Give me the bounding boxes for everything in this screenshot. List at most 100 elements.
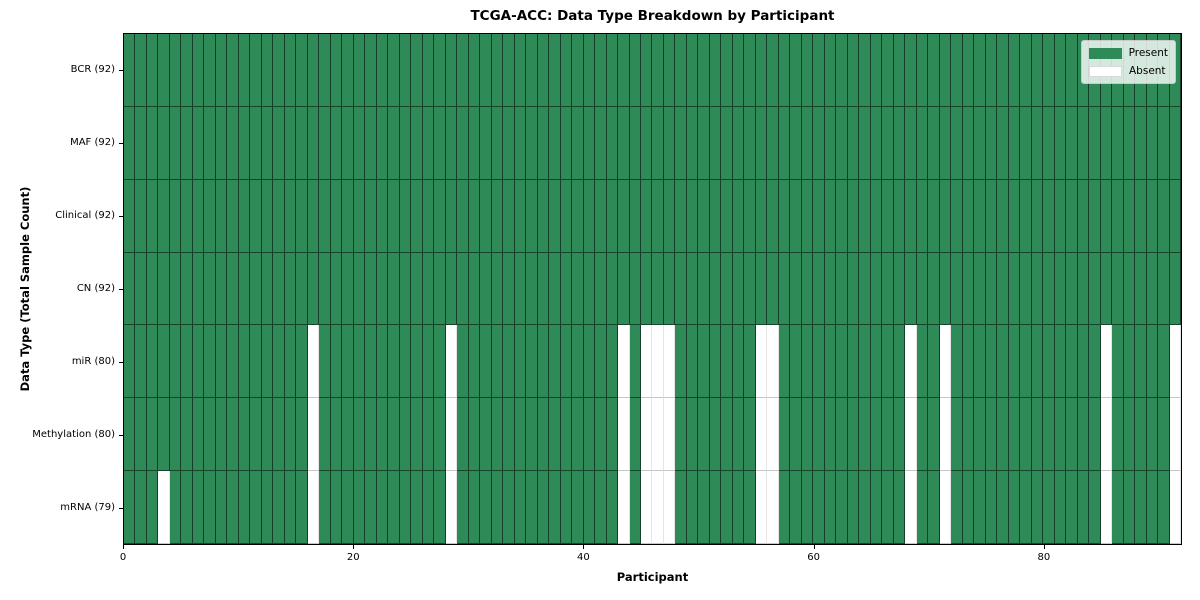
heatmap-cell: [319, 471, 331, 544]
heatmap-cell: [1112, 106, 1124, 180]
x-tick-label: 60: [807, 552, 821, 563]
heatmap-cell: [595, 34, 607, 107]
heatmap-cell: [514, 398, 527, 472]
heatmap-cell: [560, 34, 573, 107]
y-tick-mark: [119, 215, 123, 217]
heatmap-cell: [445, 325, 458, 399]
heatmap-cell: [1054, 471, 1067, 544]
heatmap-cell: [721, 398, 733, 472]
legend-item-absent: Absent: [1089, 65, 1168, 77]
heatmap-cell: [434, 106, 446, 180]
heatmap-cell: [526, 34, 538, 107]
heatmap-cell: [755, 471, 768, 544]
heatmap-cell: [928, 325, 940, 399]
heatmap-cell: [445, 179, 458, 253]
heatmap-cell: [870, 179, 883, 253]
heatmap-cell: [342, 398, 354, 472]
heatmap-cell: [457, 179, 469, 253]
heatmap-cell: [376, 34, 389, 107]
heatmap-cell: [192, 179, 205, 253]
heatmap-cell: [1043, 325, 1055, 399]
heatmap-cell: [847, 471, 860, 544]
heatmap-cell: [583, 471, 596, 544]
heatmap-cell: [215, 325, 228, 399]
heatmap-cell: [951, 34, 963, 107]
heatmap-cell: [353, 252, 366, 326]
heatmap-cell: [445, 471, 458, 544]
heatmap-cell: [1008, 34, 1021, 107]
heatmap-cell: [572, 398, 584, 472]
heatmap-cell: [1112, 252, 1124, 326]
heatmap-cell: [629, 106, 641, 180]
heatmap-cell: [491, 325, 504, 399]
heatmap-cell: [319, 106, 331, 180]
heatmap-cell: [319, 325, 331, 399]
heatmap-cell: [629, 34, 641, 107]
y-tick-mark: [119, 508, 123, 510]
heatmap-cell: [732, 34, 745, 107]
heatmap-cell: [1123, 106, 1136, 180]
heatmap-cell: [732, 252, 745, 326]
heatmap-cell: [916, 106, 929, 180]
y-tick-mark: [119, 69, 123, 71]
heatmap-cell: [169, 34, 182, 107]
heatmap-cell: [399, 106, 412, 180]
heatmap-cell: [204, 106, 216, 180]
heatmap-cell: [388, 106, 400, 180]
heatmap-cell: [537, 179, 550, 253]
heatmap-cell: [273, 398, 285, 472]
heatmap-cell: [721, 252, 733, 326]
heatmap-cell: [698, 471, 710, 544]
heatmap-cell: [813, 398, 825, 472]
heatmap-cell: [181, 398, 193, 472]
heatmap-cell: [204, 34, 216, 107]
heatmap-cell: [503, 325, 515, 399]
heatmap-cell: [422, 325, 435, 399]
heatmap-cell: [376, 325, 389, 399]
heatmap-cell: [526, 252, 538, 326]
heatmap-cell: [526, 179, 538, 253]
heatmap-cell: [307, 252, 320, 326]
heatmap-cell: [1158, 471, 1170, 544]
heatmap-cell: [1008, 471, 1021, 544]
heatmap-cell: [1020, 106, 1032, 180]
heatmap-cell: [1169, 179, 1181, 253]
heatmap-cell: [767, 106, 779, 180]
heatmap-cell: [457, 106, 469, 180]
heatmap-cell: [1135, 106, 1147, 180]
y-tick-label: MAF (92): [70, 136, 115, 148]
legend-label-absent: Absent: [1129, 65, 1166, 77]
heatmap-cell: [721, 471, 733, 544]
heatmap-cell: [273, 106, 285, 180]
heatmap-cell: [204, 398, 216, 472]
heatmap-cell: [974, 106, 986, 180]
heatmap-cell: [250, 325, 262, 399]
heatmap-cell: [928, 179, 940, 253]
heatmap-cell: [273, 471, 285, 544]
heatmap-cell: [732, 398, 745, 472]
heatmap-cell: [1158, 179, 1170, 253]
heatmap-cell: [1100, 471, 1113, 544]
heatmap-cell: [411, 398, 423, 472]
heatmap-cell: [675, 325, 687, 399]
heatmap-cell: [238, 252, 251, 326]
heatmap-cell: [675, 106, 687, 180]
heatmap-cell: [824, 106, 837, 180]
heatmap-cell: [227, 34, 239, 107]
heatmap-cell: [353, 398, 366, 472]
heatmap-cell: [319, 398, 331, 472]
heatmap-cell: [790, 252, 802, 326]
heatmap-cell: [939, 398, 952, 472]
heatmap-cell: [709, 471, 722, 544]
heatmap-cell: [813, 252, 825, 326]
heatmap-cell: [169, 179, 182, 253]
heatmap-cell: [847, 106, 860, 180]
heatmap-cell: [698, 398, 710, 472]
heatmap-cell: [813, 34, 825, 107]
heatmap-cell: [296, 34, 308, 107]
heatmap-cell: [434, 471, 446, 544]
heatmap-cell: [928, 471, 940, 544]
heatmap-cell: [330, 471, 343, 544]
heatmap-cell: [652, 252, 664, 326]
heatmap-cell: [514, 179, 527, 253]
